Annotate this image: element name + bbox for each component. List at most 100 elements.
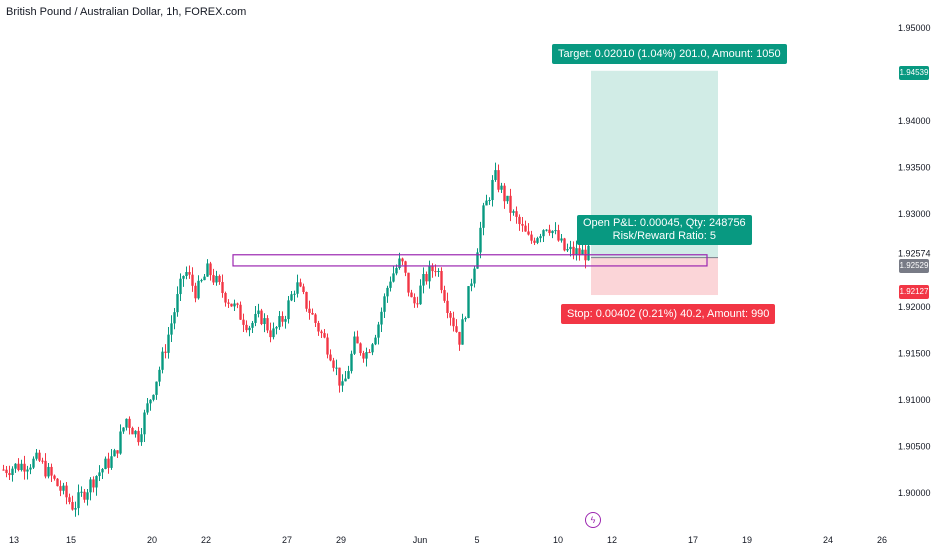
candle-body — [254, 313, 257, 323]
candle-body — [464, 318, 467, 320]
x-tick-label: 27 — [282, 535, 292, 545]
candle-body — [407, 272, 410, 293]
candle-body — [581, 249, 584, 255]
candle-body — [44, 460, 47, 477]
candle-body — [197, 280, 200, 299]
price-axis[interactable]: 1.95000 1.94000 1.93500 1.93000 1.92574 1.920… — [898, 23, 931, 498]
candle-body — [161, 351, 164, 370]
time-axis[interactable]: 13 15 20 22 27 29 Jun 5 10 12 17 19 24 26 — [9, 535, 887, 545]
candle-body — [527, 231, 530, 235]
candle-body — [2, 469, 5, 471]
candle-body — [356, 336, 359, 344]
candle-body — [275, 327, 278, 329]
candle-body — [545, 229, 548, 231]
candle-body — [20, 463, 23, 471]
candle-body — [236, 303, 239, 305]
candle-body — [377, 324, 380, 338]
x-tick-label: 12 — [607, 535, 617, 545]
x-tick-label: 29 — [336, 535, 346, 545]
candle-body — [560, 238, 563, 241]
candle-body — [302, 286, 305, 292]
candle-body — [65, 485, 68, 498]
candle-body — [290, 294, 293, 301]
candle-body — [311, 312, 314, 315]
lightning-icon[interactable]: ϟ — [585, 512, 601, 528]
candle-body — [533, 240, 536, 243]
candle-body — [461, 319, 464, 345]
resistance-zone — [232, 254, 708, 267]
candle-body — [116, 450, 119, 454]
candle-body — [440, 270, 443, 291]
candle-body — [38, 452, 41, 461]
candle-body — [8, 473, 11, 476]
candle-body — [56, 478, 59, 487]
candle-body — [47, 466, 50, 477]
candle-body — [239, 304, 242, 320]
candle-body — [335, 367, 338, 369]
candle-body — [491, 179, 494, 201]
candle-body — [83, 491, 86, 500]
candle-body — [50, 466, 53, 476]
candle-body — [578, 248, 581, 255]
candle-body — [308, 308, 311, 313]
y-tick-label: 1.90000 — [898, 488, 931, 498]
candle-body — [587, 245, 590, 261]
x-tick-label: 22 — [201, 535, 211, 545]
y-tick-label: 1.93500 — [898, 162, 931, 172]
pnl-line-1: Open P&L: 0.00045, Qty: 248756 — [583, 217, 746, 229]
candle-body — [437, 270, 440, 272]
candle-body — [419, 285, 422, 305]
candle-body — [89, 479, 92, 493]
candle-body — [77, 492, 80, 509]
candle-body — [575, 248, 578, 255]
candle-body — [158, 369, 161, 382]
candle-body — [479, 227, 482, 253]
stop-label[interactable]: Stop: 0.00402 (0.21%) 40.2, Amount: 990 — [561, 304, 776, 324]
candle-body — [245, 324, 248, 331]
pnl-label[interactable]: Open P&L: 0.00045, Qty: 248756 Risk/Rewa… — [577, 215, 752, 245]
candle-body — [395, 268, 398, 274]
candle-body — [101, 469, 104, 473]
y-tick-label: 1.95000 — [898, 23, 931, 33]
candle-body — [470, 283, 473, 287]
candle-body — [167, 334, 170, 353]
candle-body — [497, 170, 500, 190]
candle-body — [485, 200, 488, 206]
candle-body — [152, 394, 155, 400]
candle-body — [566, 249, 569, 251]
candle-body — [392, 273, 395, 282]
candle-body — [359, 343, 362, 354]
x-tick-label: 17 — [688, 535, 698, 545]
candle-body — [317, 322, 320, 332]
candle-body — [410, 292, 413, 298]
candle-body — [23, 463, 26, 472]
target-label[interactable]: Target: 0.02010 (1.04%) 201.0, Amount: 1… — [552, 44, 787, 64]
drawing-overlay — [232, 254, 708, 267]
candle-body — [344, 378, 347, 382]
candle-body — [17, 463, 20, 471]
candle-body — [326, 337, 329, 355]
candle-body — [185, 272, 188, 277]
candle-body — [242, 319, 245, 325]
candle-body — [314, 314, 317, 323]
candlestick-series — [2, 162, 590, 517]
candle-body — [530, 234, 533, 241]
candle-body — [251, 322, 254, 328]
candle-body — [284, 319, 287, 322]
candle-body — [194, 285, 197, 299]
candle-body — [230, 303, 233, 307]
candle-body — [125, 418, 128, 428]
candle-body — [5, 469, 8, 474]
candle-body — [572, 246, 575, 255]
candle-body — [398, 258, 401, 269]
candle-body — [173, 312, 176, 324]
candle-body — [92, 479, 95, 488]
candle-body — [287, 300, 290, 320]
candle-body — [350, 353, 353, 372]
candle-body — [164, 351, 167, 353]
y-tick-label: 1.93000 — [898, 209, 931, 219]
candle-body — [200, 280, 203, 282]
candle-body — [281, 316, 284, 322]
candle-body — [218, 275, 221, 283]
